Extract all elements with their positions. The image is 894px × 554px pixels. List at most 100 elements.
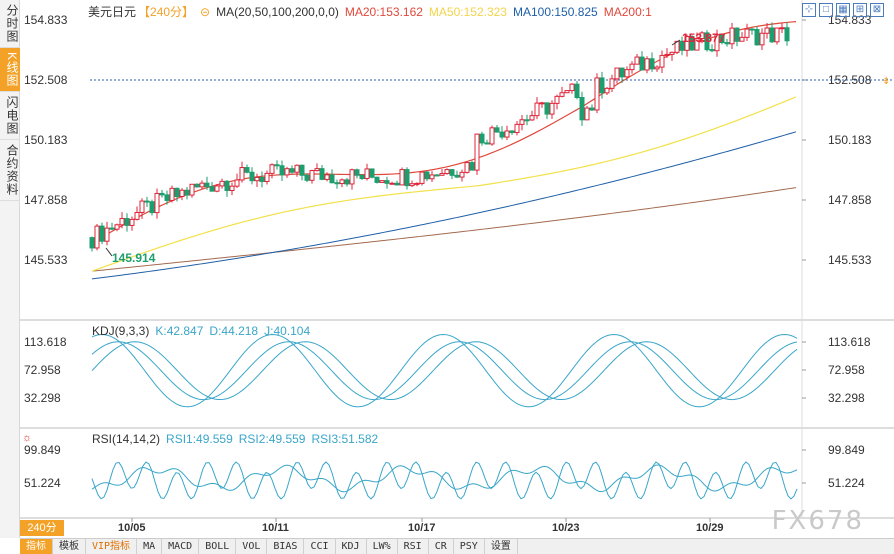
- candle-body: [424, 171, 430, 180]
- kdj-d: D:44.218: [209, 324, 259, 338]
- candle-body: [734, 27, 740, 42]
- candle-body: [254, 176, 260, 182]
- tab-设置[interactable]: 设置: [485, 539, 518, 554]
- candle-body: [634, 56, 640, 65]
- candle-body: [534, 102, 540, 117]
- tab-模板[interactable]: 模板: [53, 539, 86, 554]
- candle-body: [259, 176, 265, 182]
- tab-vol[interactable]: VOL: [236, 539, 268, 554]
- candle-body: [444, 169, 450, 175]
- ma100-value: MA100:150.825: [512, 5, 598, 19]
- candle-body: [494, 127, 500, 133]
- candle-body: [469, 162, 475, 171]
- expand-icon[interactable]: ⊹: [802, 3, 816, 17]
- rsi-legend: RSI(14,14,2) RSI1:49.559 RSI2:49.559 RSI3:5…: [92, 432, 384, 446]
- x-tick-label: 10/11: [262, 522, 289, 534]
- candle-body: [329, 174, 335, 184]
- candle-body: [754, 29, 760, 46]
- tab-ma[interactable]: MA: [137, 539, 163, 554]
- candle-body: [664, 53, 670, 56]
- candle-body: [309, 170, 315, 181]
- candle-body: [529, 115, 535, 121]
- candle-body: [554, 95, 560, 104]
- candle-body: [429, 174, 435, 180]
- ma20-line: [91, 21, 797, 244]
- sidebar-item-2[interactable]: 闪电图: [0, 92, 20, 141]
- candle-body: [404, 169, 410, 187]
- candle-body: [184, 189, 190, 196]
- sidebar-item-1[interactable]: K线图: [0, 48, 20, 93]
- candle-body: [269, 164, 275, 174]
- tab-bias[interactable]: BIAS: [267, 539, 305, 554]
- candle-body: [504, 130, 510, 138]
- kdj-legend: KDJ(9,3,3) K:42.847 D:44.218 J:40.104: [92, 324, 316, 338]
- candle-body: [514, 123, 520, 134]
- ma50-line: [91, 96, 797, 272]
- rsi3: RSI3:51.582: [311, 432, 379, 446]
- candle-body: [139, 200, 145, 213]
- candle-body: [234, 179, 240, 187]
- candle-body: [694, 37, 700, 51]
- candle-body: [509, 130, 515, 134]
- candle-body: [129, 218, 135, 226]
- tab-指标[interactable]: 指标: [20, 539, 53, 554]
- x-tick-label: 10/29: [696, 522, 724, 534]
- rsi1: RSI1:49.559: [166, 432, 233, 446]
- ma20-value: MA20:153.162: [344, 5, 423, 19]
- candle-body: [524, 119, 530, 122]
- tab-cr[interactable]: CR: [429, 539, 454, 554]
- price-tick-label-left: 150.183: [24, 133, 68, 147]
- candle-body: [484, 142, 490, 145]
- symbol-label: 美元日元: [88, 5, 137, 19]
- tab-cci[interactable]: CCI: [304, 539, 336, 554]
- candle-body: [609, 78, 615, 89]
- candle-body: [214, 185, 220, 192]
- candle-body: [389, 182, 395, 185]
- tab-macd[interactable]: MACD: [162, 539, 200, 554]
- candle-body: [414, 182, 420, 185]
- chart-type-icon[interactable]: ▦: [836, 3, 850, 17]
- candle-body: [774, 27, 780, 43]
- candle-body: [449, 169, 455, 176]
- tab-rsi[interactable]: RSI: [398, 539, 429, 554]
- ma200-value: MA200:1: [603, 5, 652, 19]
- candle-body: [539, 102, 545, 105]
- candle-body: [284, 168, 290, 176]
- tab-boll[interactable]: BOLL: [199, 539, 237, 554]
- candle-body: [639, 56, 645, 71]
- candle-body: [279, 165, 285, 176]
- kdj-k-line: [91, 341, 798, 401]
- tab-lw%[interactable]: LW%: [367, 539, 398, 554]
- candle-body: [499, 131, 505, 138]
- tab-kdj[interactable]: KDJ: [336, 539, 367, 554]
- kdj-tick-label: 72.958: [828, 363, 865, 377]
- candle-body: [219, 180, 225, 187]
- candle-icon[interactable]: ⊞: [853, 3, 867, 17]
- sidebar-item-3[interactable]: 合约资料: [0, 140, 20, 202]
- candle-body: [544, 102, 550, 115]
- last-price-marker: ⇟: [882, 76, 890, 87]
- period-badge[interactable]: 240分: [20, 520, 64, 536]
- high-annotation: 153.877: [682, 31, 726, 45]
- candle-body: [384, 180, 390, 184]
- low-annotation: 145.914: [112, 251, 156, 265]
- candle-body: [719, 34, 725, 44]
- fullscreen-icon[interactable]: □: [819, 3, 833, 17]
- refresh-icon[interactable]: ⊝: [200, 5, 211, 19]
- candle-body: [239, 167, 245, 181]
- tab-psy[interactable]: PSY: [454, 539, 485, 554]
- candle-body: [454, 174, 460, 178]
- kdj-tick-label-left: 32.298: [24, 391, 61, 405]
- sidebar-item-0[interactable]: 分时图: [0, 0, 20, 48]
- kdj-tick-label: 32.298: [828, 391, 865, 405]
- candle-body: [599, 77, 605, 94]
- candle-body: [679, 40, 685, 51]
- tab-vip指标[interactable]: VIP指标: [86, 539, 138, 554]
- candle-body: [289, 168, 295, 173]
- candle-body: [729, 27, 735, 45]
- indicator-tabs: 指标 模板 VIP指标 MA MACD BOLL VOL BIAS CCI KDJ LW% RSI CR…: [20, 538, 894, 554]
- candle-body: [104, 227, 110, 242]
- settings-icon[interactable]: ⊠: [870, 3, 884, 17]
- candle-body: [124, 218, 130, 226]
- candle-body: [549, 102, 555, 115]
